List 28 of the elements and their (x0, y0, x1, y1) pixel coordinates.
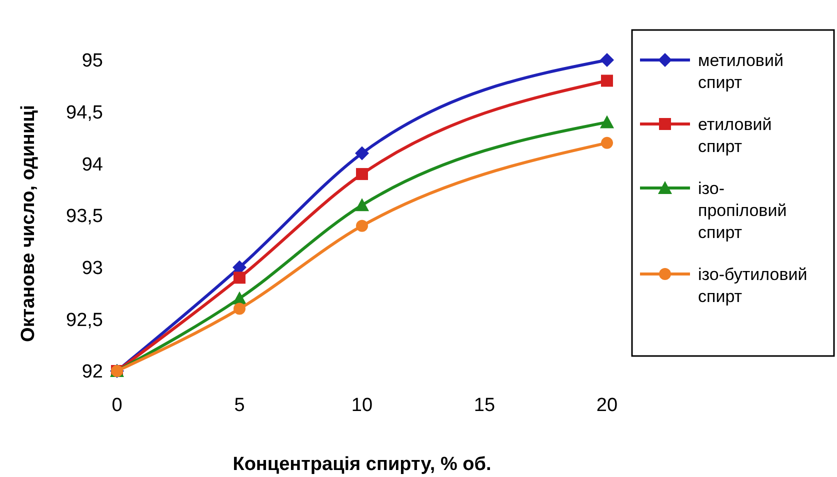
legend-label: ізо-бутиловий спирт (698, 265, 808, 306)
x-tick-label: 10 (351, 395, 373, 416)
point (234, 272, 246, 284)
point (355, 146, 369, 160)
x-tick-label: 0 (112, 395, 122, 416)
y-tick-label: 92 (82, 362, 103, 383)
x-tick-label: 5 (234, 395, 245, 416)
legend-label: ізо-пропіловий спирт (698, 179, 787, 242)
point (600, 115, 614, 128)
point (601, 74, 613, 87)
y-tick-label: 94 (82, 154, 104, 176)
point (355, 198, 369, 212)
x-axis-title: Концентрація спирту, % об. (232, 454, 492, 475)
x-tick-label: 20 (596, 395, 618, 416)
y-axis-title: Октанове число, одиниці (18, 105, 39, 342)
point (356, 168, 368, 180)
point (234, 302, 246, 315)
y-tick-label: 93 (82, 258, 103, 279)
point (356, 220, 368, 232)
y-tick-label: 94,5 (66, 102, 103, 124)
point (601, 136, 613, 149)
legend-label: метиловий спирт (698, 51, 784, 92)
y-tick-label: 95 (82, 50, 103, 72)
legend-label: етиловий спирт (698, 115, 772, 156)
point (600, 53, 614, 67)
x-tick-label: 15 (474, 395, 496, 416)
y-tick-label: 92,5 (66, 310, 103, 331)
y-tick-label: 93,5 (66, 206, 103, 228)
